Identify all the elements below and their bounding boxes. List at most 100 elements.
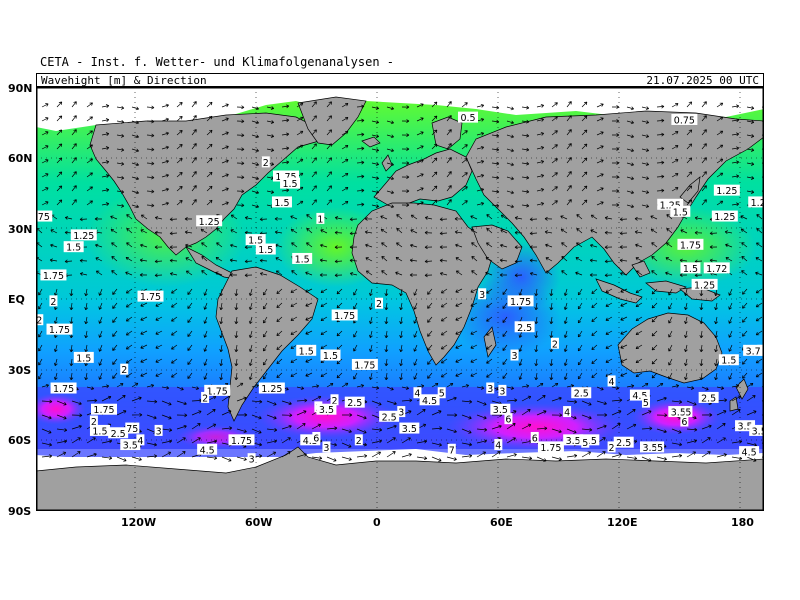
direction-arrow — [470, 288, 478, 293]
direction-arrow — [716, 453, 727, 458]
direction-arrow — [684, 372, 688, 381]
direction-arrow — [86, 186, 93, 192]
direction-arrow — [356, 160, 365, 165]
direction-arrow — [234, 372, 239, 381]
direction-arrow — [551, 428, 562, 434]
contour-label: 5 — [684, 406, 693, 419]
direction-arrow — [64, 216, 73, 220]
direction-arrow — [694, 216, 703, 220]
contour-label: 3.5 — [640, 441, 660, 454]
direction-arrow — [576, 214, 583, 220]
direction-arrow — [386, 148, 394, 153]
direction-arrow — [50, 229, 58, 234]
direction-arrow — [221, 103, 229, 108]
direction-arrow — [671, 400, 683, 404]
svg-text:2.5: 2.5 — [701, 393, 716, 404]
direction-arrow — [341, 186, 349, 192]
direction-arrow — [206, 129, 213, 136]
direction-arrow — [461, 172, 468, 178]
direction-arrow — [401, 437, 411, 444]
map-title: CETA - Inst. f. Wetter- und Klimafolgena… — [40, 55, 395, 69]
direction-arrow — [84, 330, 89, 339]
direction-arrow — [334, 245, 343, 250]
svg-text:2: 2 — [202, 393, 208, 404]
direction-arrow — [191, 115, 197, 122]
direction-arrow — [125, 358, 133, 364]
direction-arrow — [187, 302, 193, 309]
direction-arrow — [611, 453, 622, 458]
contour-label: 2 — [261, 156, 270, 169]
direction-arrow — [470, 215, 478, 220]
direction-arrow — [491, 189, 500, 194]
direction-arrow — [605, 316, 613, 321]
direction-arrow — [311, 456, 323, 460]
direction-arrow — [521, 161, 530, 166]
direction-arrow — [651, 330, 658, 337]
direction-arrow — [709, 231, 718, 236]
direction-arrow — [262, 302, 268, 310]
contour-label: 7 — [447, 443, 456, 456]
direction-arrow — [551, 158, 558, 164]
direction-arrow — [561, 242, 568, 248]
direction-arrow — [169, 245, 178, 250]
direction-arrow — [686, 129, 693, 136]
svg-text:1.75: 1.75 — [207, 386, 228, 397]
direction-arrow — [216, 228, 223, 234]
contour-label: 1 — [316, 212, 325, 225]
contour-label: 4 — [563, 406, 572, 419]
direction-arrow — [563, 316, 568, 324]
svg-text:3: 3 — [323, 443, 329, 454]
direction-arrow — [544, 230, 553, 235]
direction-arrow — [221, 410, 232, 416]
direction-arrow — [371, 176, 380, 180]
direction-arrow — [612, 105, 620, 109]
direction-arrow — [146, 442, 158, 447]
direction-arrow — [230, 214, 238, 220]
direction-arrow — [56, 143, 63, 150]
direction-arrow — [274, 230, 283, 235]
direction-arrow — [416, 201, 424, 206]
direction-arrow — [716, 116, 724, 122]
direction-arrow — [384, 344, 389, 353]
direction-arrow — [529, 271, 538, 276]
direction-arrow — [234, 330, 239, 339]
direction-arrow — [140, 316, 148, 321]
contour-label: 1.5 — [63, 241, 84, 254]
direction-arrow — [416, 187, 424, 192]
direction-arrow — [536, 426, 548, 431]
direction-arrow — [161, 117, 169, 122]
direction-arrow — [176, 130, 183, 136]
direction-arrow — [439, 217, 448, 222]
direction-arrow — [71, 171, 77, 178]
svg-text:3.5: 3.5 — [566, 436, 581, 447]
lat-label-60n: 60N — [8, 152, 33, 165]
direction-arrow — [396, 214, 403, 220]
direction-arrow — [176, 144, 183, 150]
direction-arrow — [381, 270, 388, 276]
contour-label: 1.5 — [280, 177, 301, 190]
direction-arrow — [356, 174, 365, 179]
direction-arrow — [566, 185, 572, 192]
direction-arrow — [731, 384, 740, 388]
direction-arrow — [551, 186, 558, 192]
direction-arrow — [125, 330, 133, 336]
direction-arrow — [206, 185, 213, 192]
direction-arrow — [506, 120, 514, 125]
direction-arrow — [281, 188, 290, 193]
direction-arrow — [386, 134, 394, 139]
direction-arrow — [251, 162, 259, 167]
direction-arrow — [326, 185, 332, 192]
direction-arrow — [219, 316, 224, 325]
contour-label: 3 — [498, 384, 507, 397]
direction-arrow — [746, 120, 755, 124]
direction-arrow — [545, 243, 553, 248]
wave-height-map: 0.50.7521.751.51.511.251.751.251.51.251.… — [36, 87, 764, 511]
direction-arrow — [161, 145, 169, 150]
direction-arrow — [551, 144, 558, 150]
direction-arrow — [311, 115, 317, 122]
contour-label: 2.5 — [514, 321, 535, 334]
direction-arrow — [506, 386, 515, 390]
direction-arrow — [731, 146, 740, 151]
direction-arrow — [101, 202, 110, 206]
direction-arrow — [714, 344, 718, 353]
